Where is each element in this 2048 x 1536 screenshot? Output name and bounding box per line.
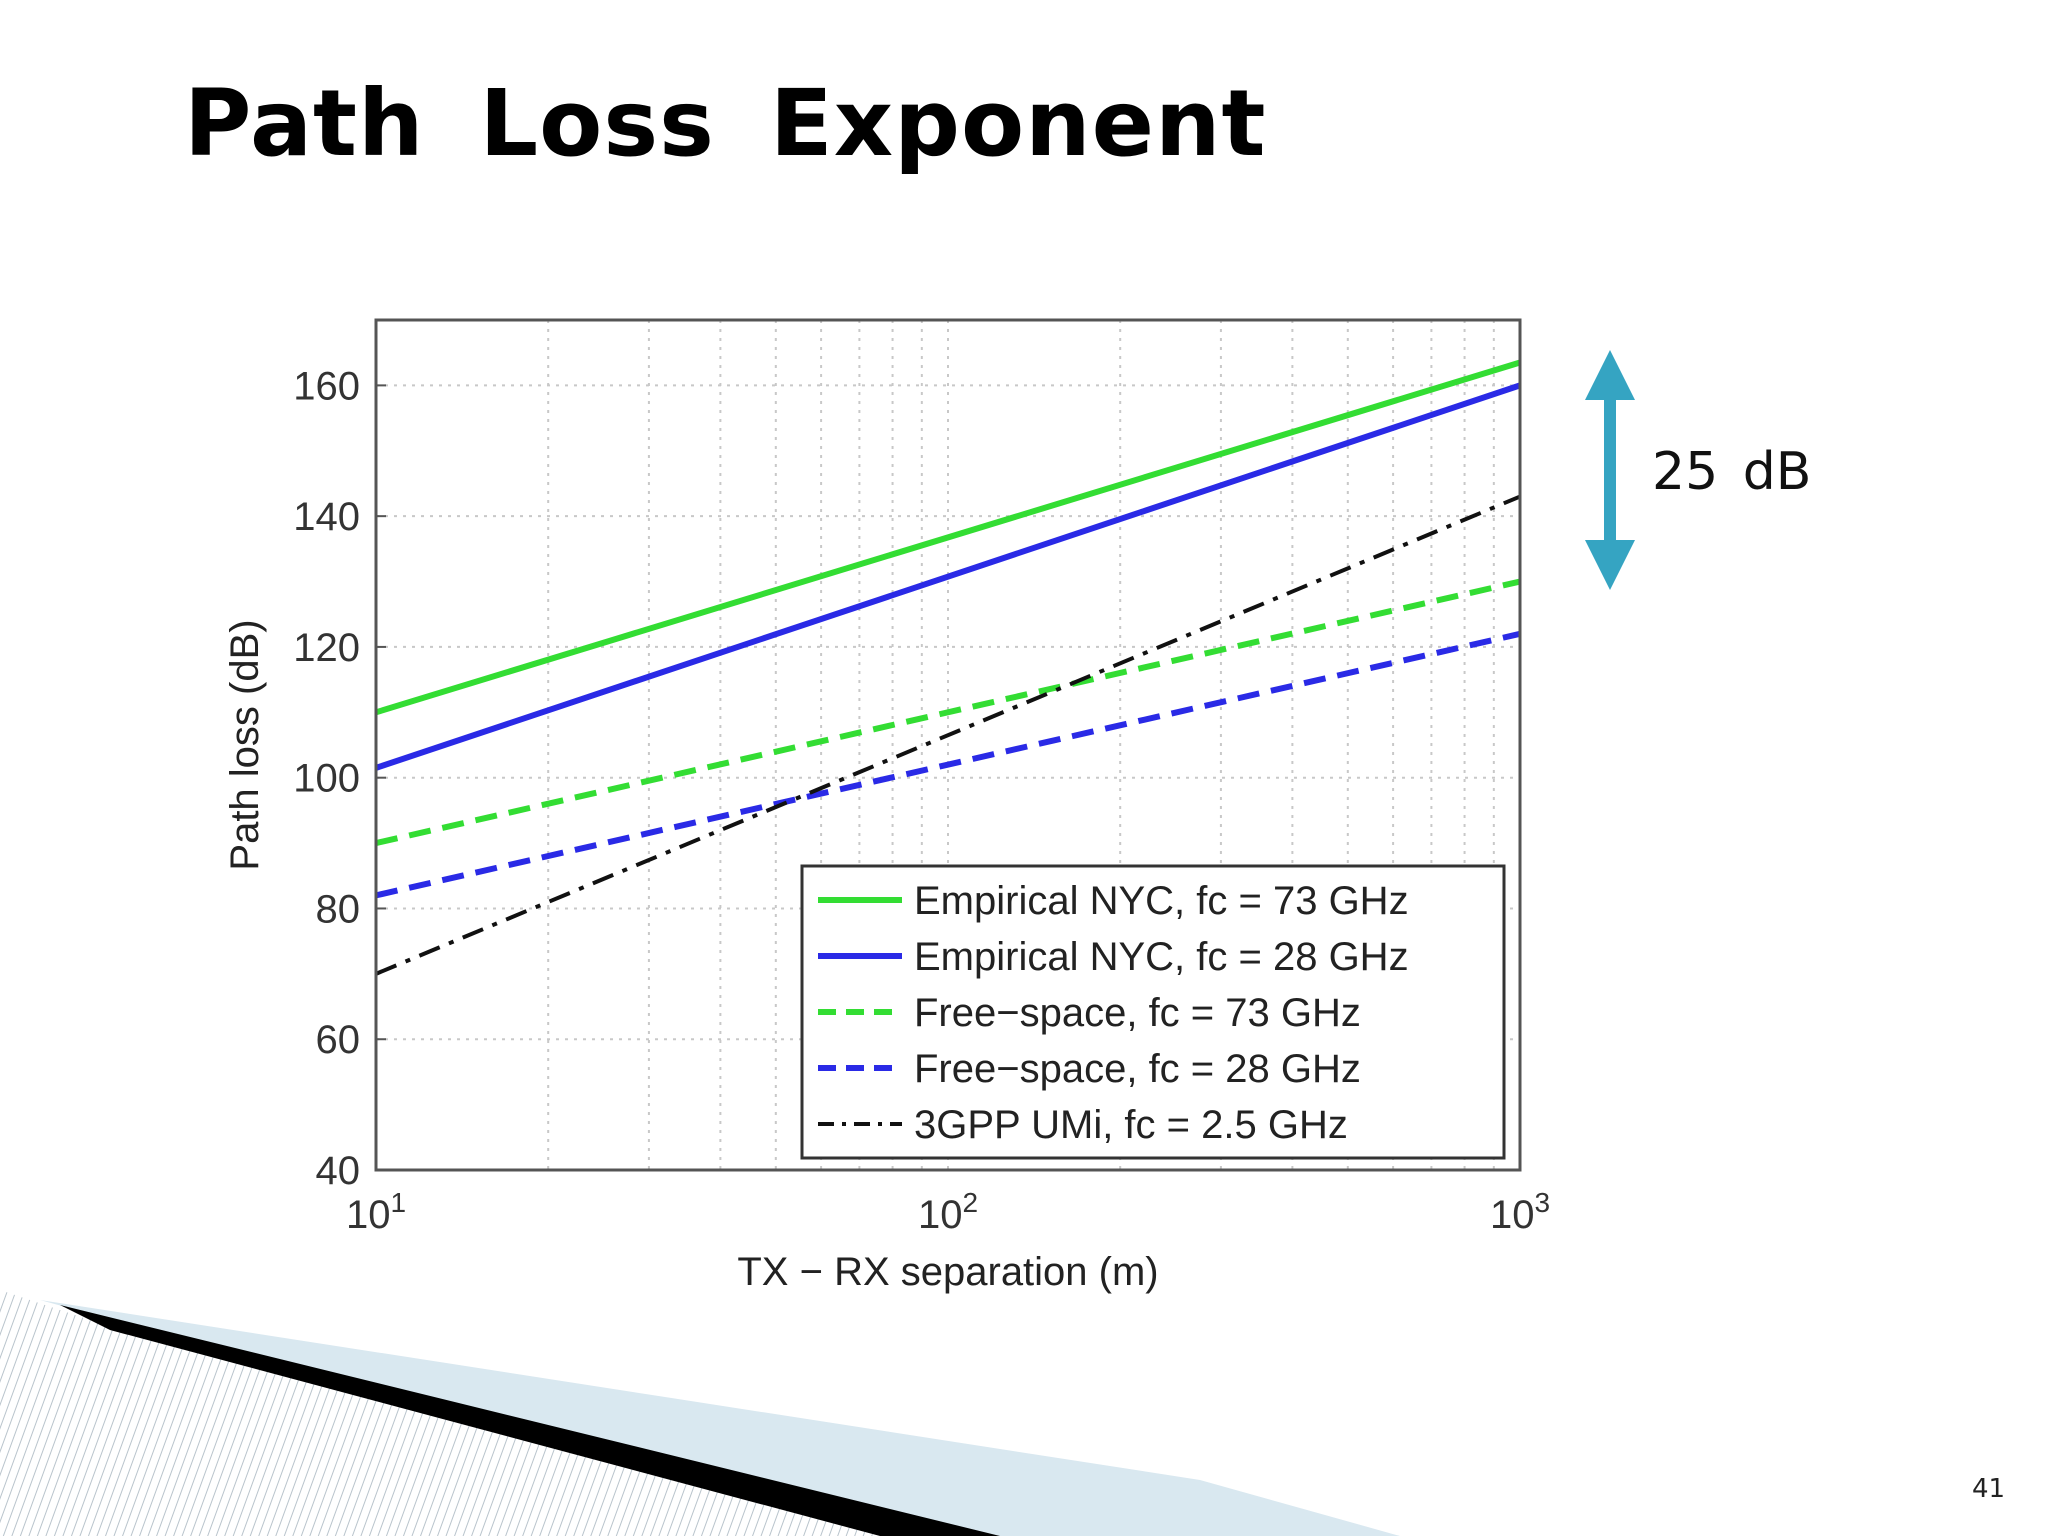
x-tick-label: 101 [346,1187,406,1237]
series-line-2 [375,382,1521,771]
series-line-3 [375,578,1521,847]
grid [376,320,1520,1170]
y-axis-label: Path loss (dB) [223,619,267,870]
y-tick-label: 40 [316,1149,361,1193]
x-tick-labels: 101 102 103 [346,1187,1550,1237]
series-line-5 [375,494,1521,976]
series-line-1 [375,359,1521,716]
y-tick-label: 100 [293,757,360,801]
legend-label: Empirical NYC, fc = 73 GHz [914,879,1409,923]
x-tick-label: 102 [918,1187,978,1237]
legend-label: Free−space, fc = 28 GHz [914,1047,1361,1091]
annotation-label: 25 dB [1652,442,1812,502]
legend-label: 3GPP UMi, fc = 2.5 GHz [914,1103,1348,1147]
y-tick-label: 60 [316,1018,361,1062]
legend-box [800,864,1506,1160]
y-tick-label: 140 [293,495,360,539]
x-axis-label: TX − RX separation (m) [737,1250,1158,1294]
y-tick-labels: 40 60 80 100 120 140 160 [293,364,386,1193]
double-arrow-icon [1585,350,1635,590]
x-tick-label: 103 [1490,1187,1550,1237]
y-tick-label: 160 [293,364,360,408]
plot-frame [374,318,1522,1172]
y-tick-label: 120 [293,626,360,670]
series-line-4 [375,630,1521,899]
legend-label: Empirical NYC, fc = 28 GHz [914,935,1409,979]
y-tick-label: 80 [316,887,361,931]
series-lines [375,359,1521,976]
page-number: 41 [1972,1474,2006,1504]
legend: Empirical NYC, fc = 73 GHz Empirical NYC,… [800,864,1506,1160]
slide-title: Path Loss Exponent [184,70,1267,177]
legend-label: Free−space, fc = 73 GHz [914,991,1361,1035]
